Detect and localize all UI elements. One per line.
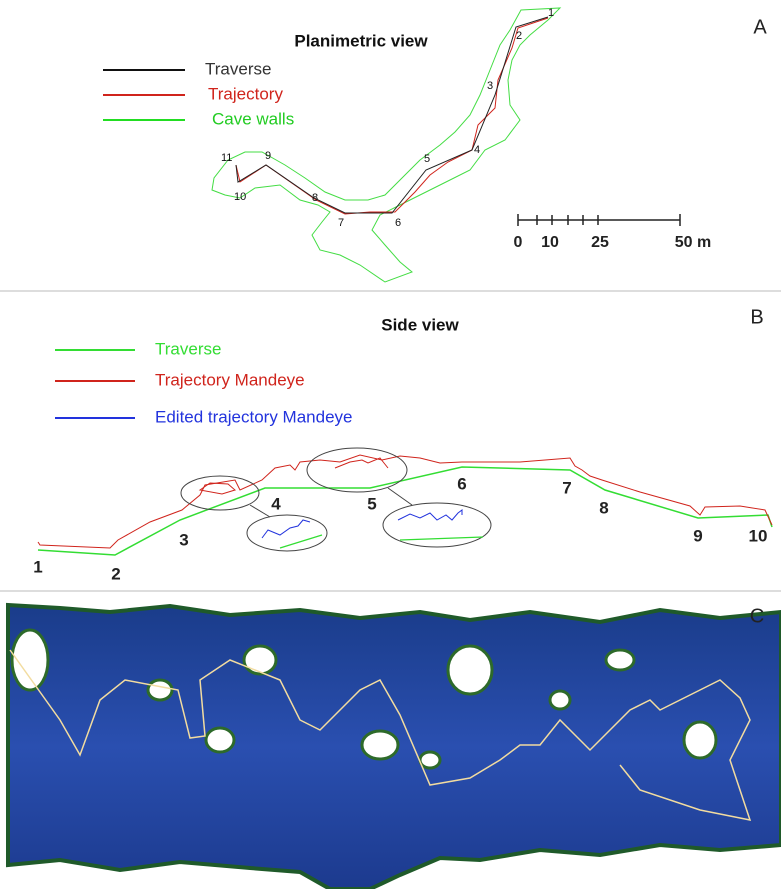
station-label: 1 — [33, 557, 42, 576]
panel-b: B Side view Traverse Trajectory Mandeye … — [33, 306, 772, 583]
station-label: 9 — [693, 526, 702, 545]
legend-label: Trajectory Mandeye — [155, 370, 305, 389]
panel-label: C — [750, 605, 764, 627]
station-label: 8 — [599, 498, 608, 517]
legend-label: Traverse — [205, 59, 271, 78]
panel-label: A — [753, 16, 767, 38]
zoom-callouts — [181, 448, 491, 551]
traverse-zoom — [400, 537, 483, 540]
edited-trajectory — [398, 510, 462, 520]
station-label: 9 — [265, 150, 271, 162]
station-label: 1 — [548, 7, 554, 19]
station-label: 4 — [271, 494, 281, 513]
panel-title: Planimetric view — [294, 31, 428, 50]
figure: A Planimetric view Traverse Trajectory C… — [0, 0, 781, 889]
station-label: 10 — [749, 526, 768, 545]
station-label: 2 — [516, 30, 522, 42]
station-label: 4 — [474, 144, 480, 156]
trajectory-profile — [38, 455, 772, 548]
station-label: 11 — [221, 152, 232, 164]
scale-label: 10 — [541, 234, 559, 251]
station-label: 7 — [338, 217, 344, 229]
panel-title: Side view — [381, 315, 459, 334]
station-label: 10 — [234, 191, 246, 203]
station-label: 5 — [424, 153, 430, 165]
legend-label: Cave walls — [212, 109, 294, 128]
station-label: 5 — [367, 494, 376, 513]
station-label: 8 — [312, 192, 318, 204]
edited-trajectory — [262, 520, 310, 538]
scale-label: 0 — [514, 234, 523, 251]
station-label: 2 — [111, 564, 120, 583]
legend-label: Edited trajectory Mandeye — [155, 407, 353, 426]
panel-c: C — [8, 605, 781, 889]
legend-label: Trajectory — [208, 84, 283, 103]
panel-a: A Planimetric view Traverse Trajectory C… — [103, 7, 767, 282]
scale-label: 50 m — [675, 234, 711, 251]
traverse-profile — [38, 467, 772, 555]
panel-label: B — [750, 306, 763, 328]
station-label: 3 — [487, 80, 493, 92]
scale-label: 25 — [591, 234, 609, 251]
legend-label: Traverse — [155, 339, 221, 358]
scale-bar — [518, 214, 680, 226]
station-label: 7 — [562, 478, 571, 497]
station-label: 3 — [179, 530, 188, 549]
station-label: 6 — [395, 217, 401, 229]
station-label: 6 — [457, 474, 466, 493]
